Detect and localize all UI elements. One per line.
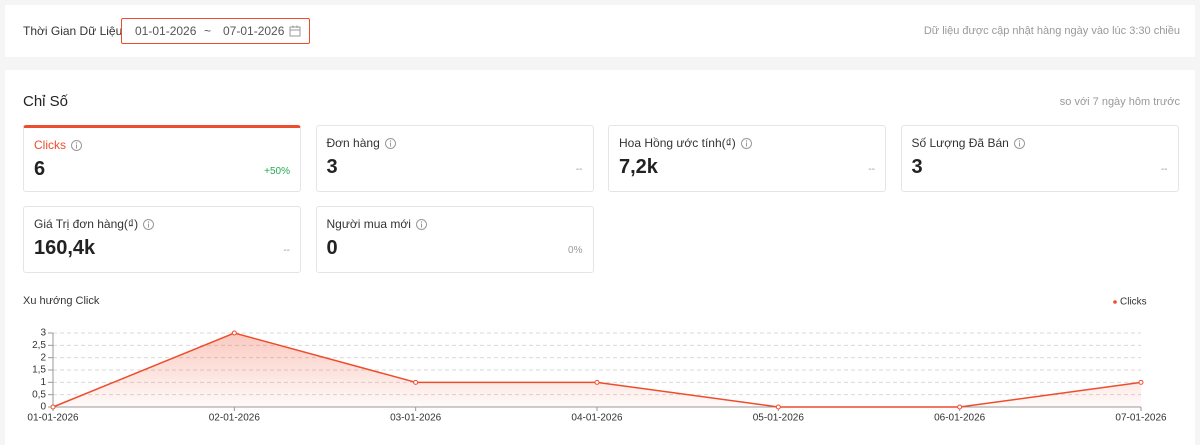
metric-value: 7,2k <box>619 156 658 178</box>
x-tick-label: 04-01-2026 <box>571 413 623 424</box>
info-circle <box>384 137 396 149</box>
metric-label-row: Hoa Hồng ước tính(₫) <box>619 136 752 150</box>
metric-card[interactable]: Giá Trị đơn hàng(₫) 160,4k -- <box>23 206 301 273</box>
section-title: Chỉ Số <box>23 93 69 110</box>
metric-label-row: Clicks <box>34 138 82 152</box>
calendar-icon <box>289 25 301 37</box>
x-tick-label: 01-01-2026 <box>27 413 79 424</box>
end-date: 07-01-2026 <box>223 24 285 38</box>
y-tick-label: 2,5 <box>32 340 46 351</box>
info-icon <box>384 137 396 149</box>
metric-change: -- <box>575 164 583 175</box>
point <box>957 404 963 410</box>
metric-change: -- <box>1160 164 1168 175</box>
metric-label-row: Đơn hàng <box>327 136 396 150</box>
x-tick-label: 05-01-2026 <box>753 413 805 424</box>
x-tick-label: 02-01-2026 <box>209 413 261 424</box>
info-icon <box>71 139 82 151</box>
info-icon <box>1013 137 1025 149</box>
info-circle <box>71 139 82 151</box>
info-dot <box>745 139 747 142</box>
info-dot <box>420 220 423 223</box>
date-range-picker[interactable]: 01-01-2026 ~ 07-01-2026 <box>121 18 310 44</box>
metric-card[interactable]: Số Lượng Đã Bán 3 -- <box>900 125 1179 192</box>
metric-value: 3 <box>326 156 338 178</box>
metric-card[interactable]: Hoa Hồng ước tính(₫) 7,2k -- <box>608 125 886 192</box>
metric-change: +50% <box>264 166 290 177</box>
x-tick-label: 03-01-2026 <box>390 413 442 424</box>
x-tick-label: 06-01-2026 <box>934 413 986 424</box>
metric-change: 0% <box>568 245 583 256</box>
date-label: Thời Gian Dữ Liệu <box>23 24 123 38</box>
area <box>53 333 1141 407</box>
metric-label: Giá Trị đơn hàng(₫) <box>34 217 139 231</box>
info-dot <box>1018 139 1020 142</box>
comparison-note: so với 7 ngày hôm trước <box>1059 96 1180 108</box>
info-icon <box>740 137 752 149</box>
y-tick-label: 1 <box>40 377 46 388</box>
info-circle <box>1013 137 1025 149</box>
point <box>775 404 781 410</box>
info-circle <box>740 137 752 149</box>
metric-label: Đơn hàng <box>326 136 380 150</box>
metric-card[interactable]: Đơn hàng 3 -- <box>315 125 594 192</box>
date-separator: ~ <box>204 24 212 38</box>
point <box>413 379 419 385</box>
legend-label: Clicks <box>1120 297 1147 308</box>
x-tick-label: 07-01-2026 <box>1115 413 1167 424</box>
info-circle <box>143 218 155 230</box>
metric-label-row: Số Lượng Đã Bán <box>912 136 1025 150</box>
info-icon <box>143 218 155 230</box>
metric-label-row: Người mua mới <box>327 217 427 231</box>
point <box>1138 379 1144 385</box>
metric-label-row: Giá Trị đơn hàng(₫) <box>34 217 155 231</box>
metric-card[interactable]: Người mua mới 0 0% <box>315 206 594 273</box>
metric-label: Clicks <box>34 138 66 152</box>
metric-change: -- <box>283 245 290 256</box>
point <box>50 404 56 410</box>
y-tick-label: 0,5 <box>32 389 46 400</box>
point <box>231 330 237 336</box>
update-note: Dữ liệu được cập nhật hàng ngày vào lúc … <box>923 25 1180 37</box>
chart-title: Xu hướng Click <box>23 295 100 307</box>
y-tick-label: 2 <box>40 352 46 363</box>
date-bar: Thời Gian Dữ Liệu 01-01-2026 ~ 07-01-202… <box>5 5 1195 57</box>
metric-value: 3 <box>911 156 923 178</box>
info-dot <box>75 141 78 144</box>
point <box>594 379 600 385</box>
y-tick-label: 3 <box>40 328 46 339</box>
metric-value: 0 <box>326 237 338 259</box>
info-dot <box>147 220 150 223</box>
info-circle <box>415 218 427 230</box>
metric-value: 6 <box>34 158 46 180</box>
metric-card[interactable]: Clicks 6 +50% <box>23 125 301 192</box>
metric-label: Người mua mới <box>326 217 411 231</box>
metric-label: Hoa Hồng ước tính(₫) <box>619 136 736 150</box>
info-dot <box>389 139 391 142</box>
y-tick-label: 1,5 <box>32 365 46 376</box>
metric-change: -- <box>868 164 875 175</box>
metric-value: 160,4k <box>34 237 96 259</box>
legend-swatch <box>1113 300 1117 304</box>
metric-label: Số Lượng Đã Bán <box>911 136 1009 150</box>
info-icon <box>415 218 427 230</box>
y-tick-label: 0 <box>40 402 46 413</box>
start-date: 01-01-2026 <box>135 24 197 38</box>
